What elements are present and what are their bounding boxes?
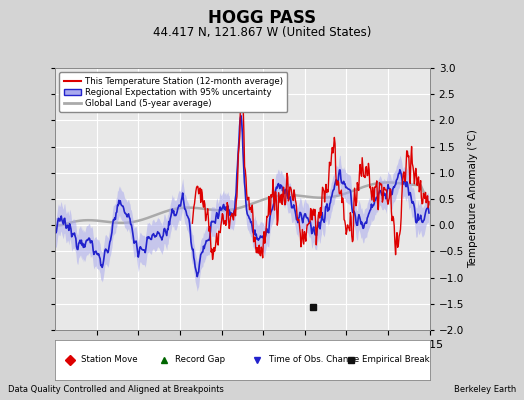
- Text: Data Quality Controlled and Aligned at Breakpoints: Data Quality Controlled and Aligned at B…: [8, 386, 224, 394]
- Text: 44.417 N, 121.867 W (United States): 44.417 N, 121.867 W (United States): [153, 26, 371, 39]
- Text: Berkeley Earth: Berkeley Earth: [454, 386, 516, 394]
- Text: Time of Obs. Change: Time of Obs. Change: [269, 356, 359, 364]
- Legend: This Temperature Station (12-month average), Regional Expectation with 95% uncer: This Temperature Station (12-month avera…: [59, 72, 288, 112]
- Text: HOGG PASS: HOGG PASS: [208, 9, 316, 27]
- Y-axis label: Temperature Anomaly (°C): Temperature Anomaly (°C): [468, 130, 478, 268]
- Text: Empirical Break: Empirical Break: [362, 356, 430, 364]
- Text: Station Move: Station Move: [81, 356, 138, 364]
- Text: Record Gap: Record Gap: [175, 356, 225, 364]
